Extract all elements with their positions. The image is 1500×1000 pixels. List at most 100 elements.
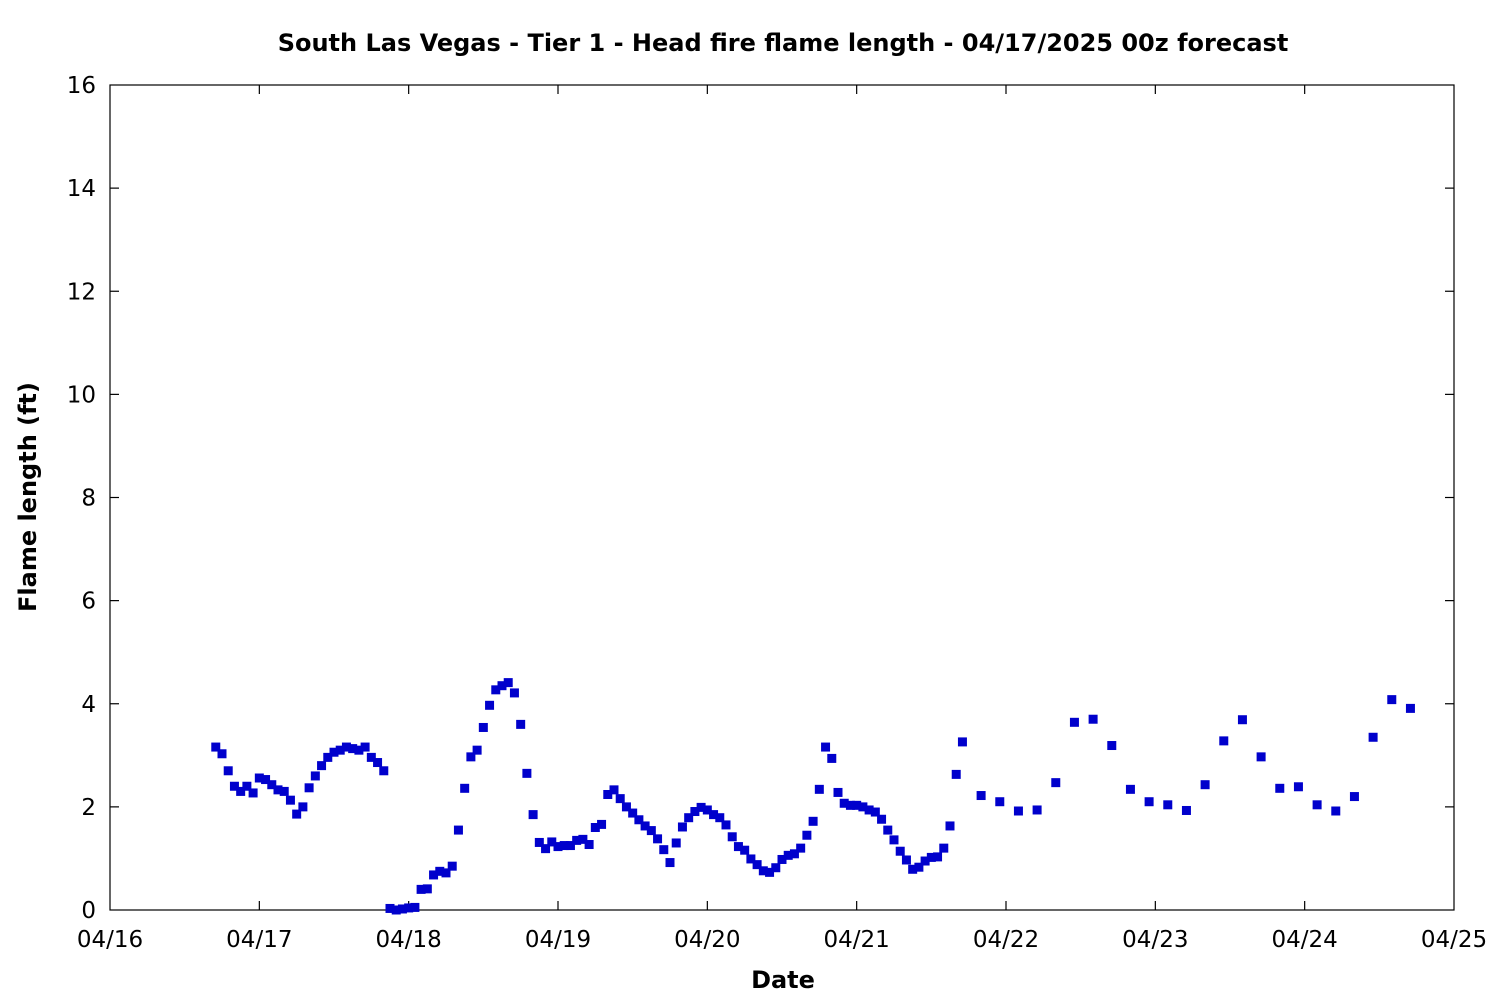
chart-title: South Las Vegas - Tier 1 - Head fire fla… [278,29,1289,57]
data-point [976,791,986,801]
data-point [1256,752,1266,762]
data-point [397,904,407,914]
data-point [839,798,849,808]
axis-ticks: 04/16 04/17 04/18 04/19 04/20 04/21 04/22 04/23… [67,73,1487,953]
data-point [435,866,445,876]
data-point [802,830,812,840]
data-point [1293,782,1303,792]
data-point [485,700,495,710]
data-point [671,838,681,848]
plot-area-frame [109,84,1455,911]
data-point [404,903,414,913]
data-point [447,861,457,871]
data-point [715,813,725,823]
data-point [640,821,650,831]
data-point [696,802,706,812]
data-point [1013,806,1023,816]
x-tick-label: 04/25 [1421,927,1487,953]
data-point [814,784,824,794]
data-point [236,786,246,796]
data-point [833,787,843,797]
data-point [1032,805,1042,815]
data-point [740,845,750,855]
data-point [323,752,333,762]
data-point [702,805,712,815]
data-point [783,850,793,860]
x-tick-label: 04/20 [674,927,740,953]
data-point [217,749,227,759]
data-point [1368,732,1378,742]
data-point [870,807,880,817]
data-point [1237,715,1247,725]
data-point [1331,806,1341,816]
data-point [634,815,644,825]
data-point [827,753,837,763]
data-point [765,867,775,877]
data-point [491,685,501,695]
data-point [995,797,1005,807]
data-point [460,783,470,793]
data-point [553,842,563,852]
data-point [472,745,482,755]
data-point [733,842,743,852]
data-point [304,783,314,793]
y-tick-label: 6 [81,589,96,615]
data-point [609,785,619,795]
y-tick-label: 12 [67,279,96,305]
x-tick-label: 04/22 [973,927,1039,953]
data-point [597,819,607,829]
data-point [547,837,557,847]
data-point [808,816,818,826]
x-axis-label: Date [751,966,815,994]
data-point [1387,695,1397,705]
data-point [509,688,519,698]
data-point [926,852,936,862]
data-point [920,856,930,866]
data-point [466,752,476,762]
data-point [771,863,781,873]
y-tick-label: 10 [67,382,96,408]
data-point [391,905,401,915]
data-point [758,866,768,876]
y-tick-label: 16 [67,73,96,99]
data-point [267,780,277,790]
y-tick-label: 4 [81,692,96,718]
data-point [441,868,451,878]
data-point [229,781,239,791]
data-point [478,722,488,732]
data-point [429,870,439,880]
data-point [858,802,868,812]
data-point [845,800,855,810]
data-point [1200,780,1210,790]
data-point [366,752,376,762]
data-point [796,843,806,853]
data-point [777,854,787,864]
data-point [659,845,669,855]
data-point [877,814,887,824]
data-point [1069,717,1079,727]
data-point [746,854,756,864]
data-point [951,769,961,779]
data-point [416,884,426,894]
data-point [933,852,943,862]
data-point [292,809,302,819]
data-point [1144,797,1154,807]
data-point [690,807,700,817]
data-point [1181,805,1191,815]
data-points [211,678,1415,915]
data-point [621,802,631,812]
data-point [522,768,532,778]
data-point [261,775,271,785]
x-tick-label: 04/21 [824,927,890,953]
data-point [939,843,949,853]
data-point [298,802,308,812]
data-point [528,810,538,820]
x-tick-label: 04/16 [77,927,143,953]
x-tick-label: 04/19 [525,927,591,953]
data-point [1163,800,1173,810]
data-point [1219,736,1229,746]
data-point [534,837,544,847]
data-point [684,813,694,823]
data-point [590,823,600,832]
